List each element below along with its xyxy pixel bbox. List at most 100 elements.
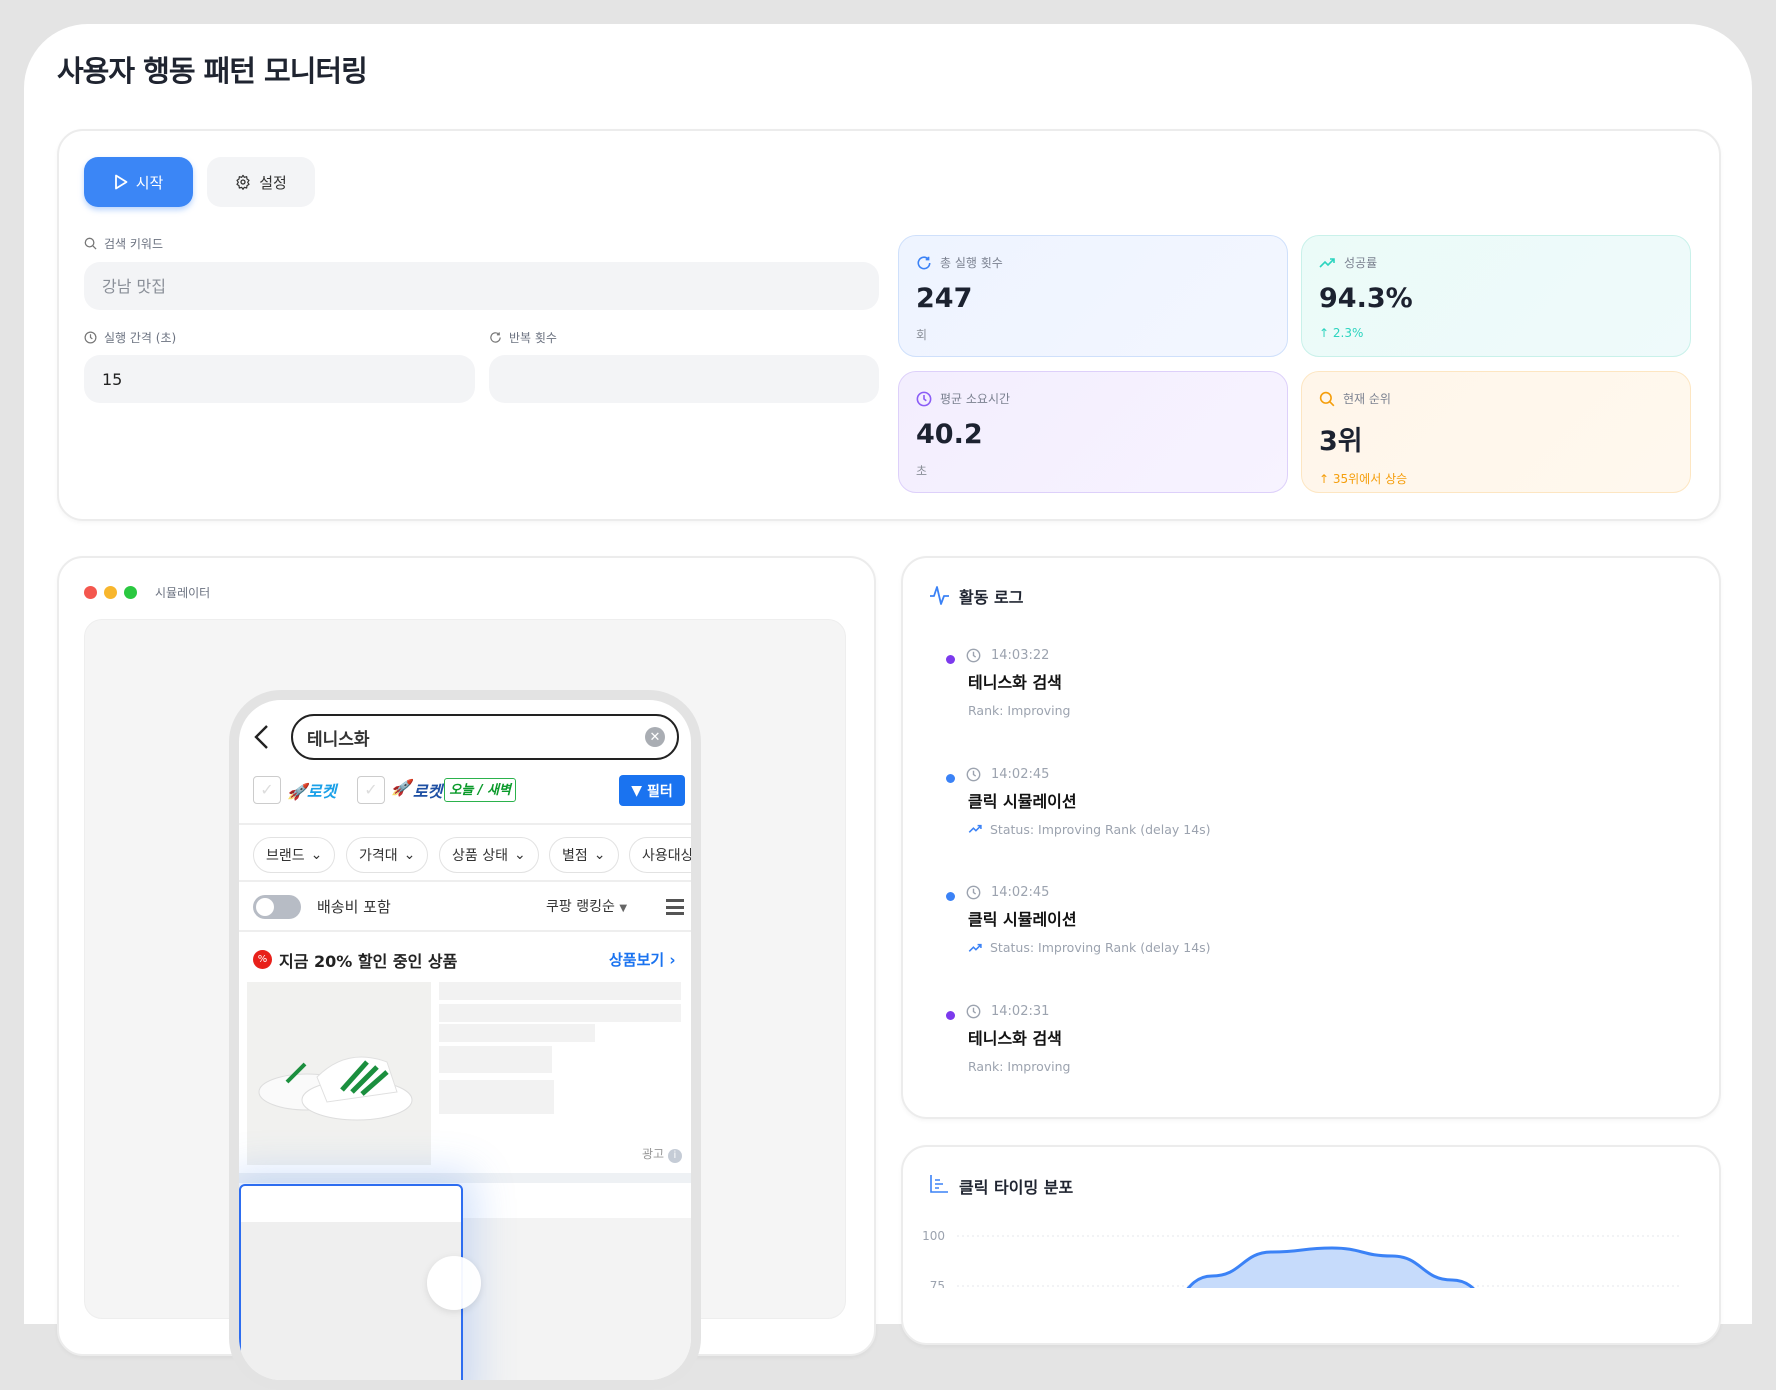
stat-value: 3위 xyxy=(1319,426,1363,457)
search-value: 테니스화 xyxy=(307,729,370,750)
sneaker-image xyxy=(258,1056,413,1121)
repeat-input[interactable] xyxy=(489,355,879,403)
stat-value: 40.2 xyxy=(916,419,983,450)
log-status-dot xyxy=(946,1010,955,1020)
chip-rating[interactable]: 별점 ⌄ xyxy=(549,837,619,873)
trending-up-icon xyxy=(968,943,982,952)
sort-dropdown[interactable]: 쿠팡 랭킹순 ▼ xyxy=(546,899,628,915)
rocket-fresh-checkbox[interactable]: ✓ xyxy=(357,776,385,804)
repeat-label-text: 반복 횟수 xyxy=(509,331,557,345)
stat-sub: ↑ 2.3% xyxy=(1319,326,1364,340)
stat-success-rate: 성공률 94.3% ↑ 2.3% xyxy=(1301,235,1691,357)
window-minimize-dot[interactable] xyxy=(104,586,117,599)
search-icon xyxy=(84,237,97,250)
shipping-label: 배송비 포함 xyxy=(317,898,391,916)
bar-chart-icon xyxy=(930,1175,948,1193)
stat-total-runs: 총 실행 횟수 247 회 xyxy=(898,235,1288,357)
play-icon xyxy=(114,174,128,190)
log-time: 14:02:45 xyxy=(991,885,1050,900)
rocket-label: 🚀로켓 xyxy=(287,782,337,801)
stat-avg-time: 평균 소요시간 40.2 초 xyxy=(898,371,1288,493)
clock-icon xyxy=(966,885,981,900)
chevron-down-icon: ⌄ xyxy=(593,847,606,863)
interval-label-text: 실행 간격 (초) xyxy=(104,331,177,345)
phone-mockup: 테니스화 ✕ ✓ 🚀로켓 ✓ 🚀 로켓 오늘 / 새벽 ▼ 필터 브랜드 ⌄ 가격대 ⌄ … xyxy=(229,690,701,1390)
window-maximize-dot[interactable] xyxy=(124,586,137,599)
search-icon xyxy=(1319,391,1335,406)
log-status-dot xyxy=(946,892,955,901)
log-detail: Rank: Improving xyxy=(968,1058,1071,1074)
interval-label: 실행 간격 (초) xyxy=(84,329,176,346)
shipping-toggle[interactable] xyxy=(253,895,301,919)
clear-icon[interactable]: ✕ xyxy=(645,727,665,747)
click-timing-chart: 100 75 xyxy=(922,1229,1681,1288)
keyword-input[interactable] xyxy=(84,262,879,310)
log-item: 14:02:45 클릭 시뮬레이션 Status: Improving Rank… xyxy=(966,885,1211,955)
stat-current-rank: 현재 순위 3위 ↑ 35위에서 상승 xyxy=(1301,371,1691,493)
simulator-label: 시뮬레이터 xyxy=(155,586,211,600)
log-action: 클릭 시뮬레이션 xyxy=(968,791,1077,811)
log-detail: Rank: Improving xyxy=(968,703,1071,718)
log-status-dot xyxy=(946,655,955,664)
chevron-down-icon: ⌄ xyxy=(310,847,323,863)
search-bar[interactable]: 테니스화 ✕ xyxy=(291,714,679,760)
discount-icon: % xyxy=(253,950,272,969)
log-item: 14:02:31 테니스화 검색 Rank: Improving xyxy=(966,1003,1071,1074)
keyword-label: 검색 키워드 xyxy=(84,235,163,252)
page-title: 사용자 행동 패턴 모니터링 xyxy=(57,54,368,88)
ad-label: 광고 i xyxy=(642,1145,682,1163)
stat-sub: 회 xyxy=(916,328,928,342)
promo-link[interactable]: 상품보기 › xyxy=(609,951,676,969)
log-action: 클릭 시뮬레이션 xyxy=(968,910,1077,929)
stat-sub: 초 xyxy=(916,464,928,478)
chip-price[interactable]: 가격대 ⌄ xyxy=(346,837,429,873)
clock-icon xyxy=(84,331,97,344)
interval-input[interactable] xyxy=(84,355,475,403)
cursor-indicator xyxy=(427,1256,481,1310)
start-button[interactable]: 시작 xyxy=(84,157,193,207)
y-tick-label: 75 xyxy=(930,1279,945,1288)
chip-target[interactable]: 사용대상 xyxy=(629,837,691,873)
keyword-label-text: 검색 키워드 xyxy=(104,237,164,251)
product-image[interactable] xyxy=(247,982,431,1165)
chip-condition[interactable]: 상품 상태 ⌄ xyxy=(439,837,539,873)
promo-title: 지금 20% 할인 중인 상품 xyxy=(279,952,458,971)
y-tick-label: 100 xyxy=(922,1229,945,1243)
chart-title: 클릭 타이밍 분포 xyxy=(959,1178,1074,1197)
log-time: 14:03:22 xyxy=(991,648,1050,663)
stat-value: 94.3% xyxy=(1319,283,1413,314)
activity-log-title: 활동 로그 xyxy=(959,588,1024,607)
log-time: 14:02:31 xyxy=(991,1003,1050,1019)
settings-label: 설정 xyxy=(259,173,287,192)
refresh-icon xyxy=(917,255,931,269)
rocket-checkbox[interactable]: ✓ xyxy=(253,776,281,804)
chip-brand[interactable]: 브랜드 ⌄ xyxy=(253,837,336,873)
gear-icon xyxy=(236,174,250,190)
window-close-dot[interactable] xyxy=(84,586,97,599)
clock-icon xyxy=(916,391,932,406)
repeat-label: 반복 횟수 xyxy=(489,329,557,346)
settings-button[interactable]: 설정 xyxy=(207,157,315,207)
stat-label: 성공률 xyxy=(1344,256,1378,270)
back-icon[interactable] xyxy=(253,724,269,750)
log-item: 14:02:45 클릭 시뮬레이션 Status: Improving Rank… xyxy=(966,766,1211,837)
log-action: 테니스화 검색 xyxy=(968,1028,1062,1048)
log-item: 14:03:22 테니스화 검색 Rank: Improving xyxy=(966,648,1071,718)
log-time: 14:02:45 xyxy=(991,766,1050,782)
rocket-fresh-label: 🚀 로켓 오늘 / 새벽 xyxy=(391,778,517,802)
log-action: 테니스화 검색 xyxy=(968,673,1062,692)
list-view-icon[interactable] xyxy=(666,899,684,915)
stat-value: 247 xyxy=(916,283,973,314)
clock-icon xyxy=(966,648,981,663)
chevron-down-icon: ⌄ xyxy=(513,847,526,863)
trending-up-icon xyxy=(968,824,982,833)
filter-icon: ▼ xyxy=(631,782,642,799)
activity-icon xyxy=(930,586,949,605)
stat-sub: ↑ 35위에서 상승 xyxy=(1319,472,1408,486)
log-detail: Status: Improving Rank (delay 14s) xyxy=(990,940,1211,955)
clock-icon xyxy=(966,767,981,781)
trending-up-icon xyxy=(1319,257,1335,268)
clock-icon xyxy=(966,1004,981,1018)
filter-button[interactable]: ▼ 필터 xyxy=(619,775,685,806)
info-icon: i xyxy=(667,1149,682,1163)
